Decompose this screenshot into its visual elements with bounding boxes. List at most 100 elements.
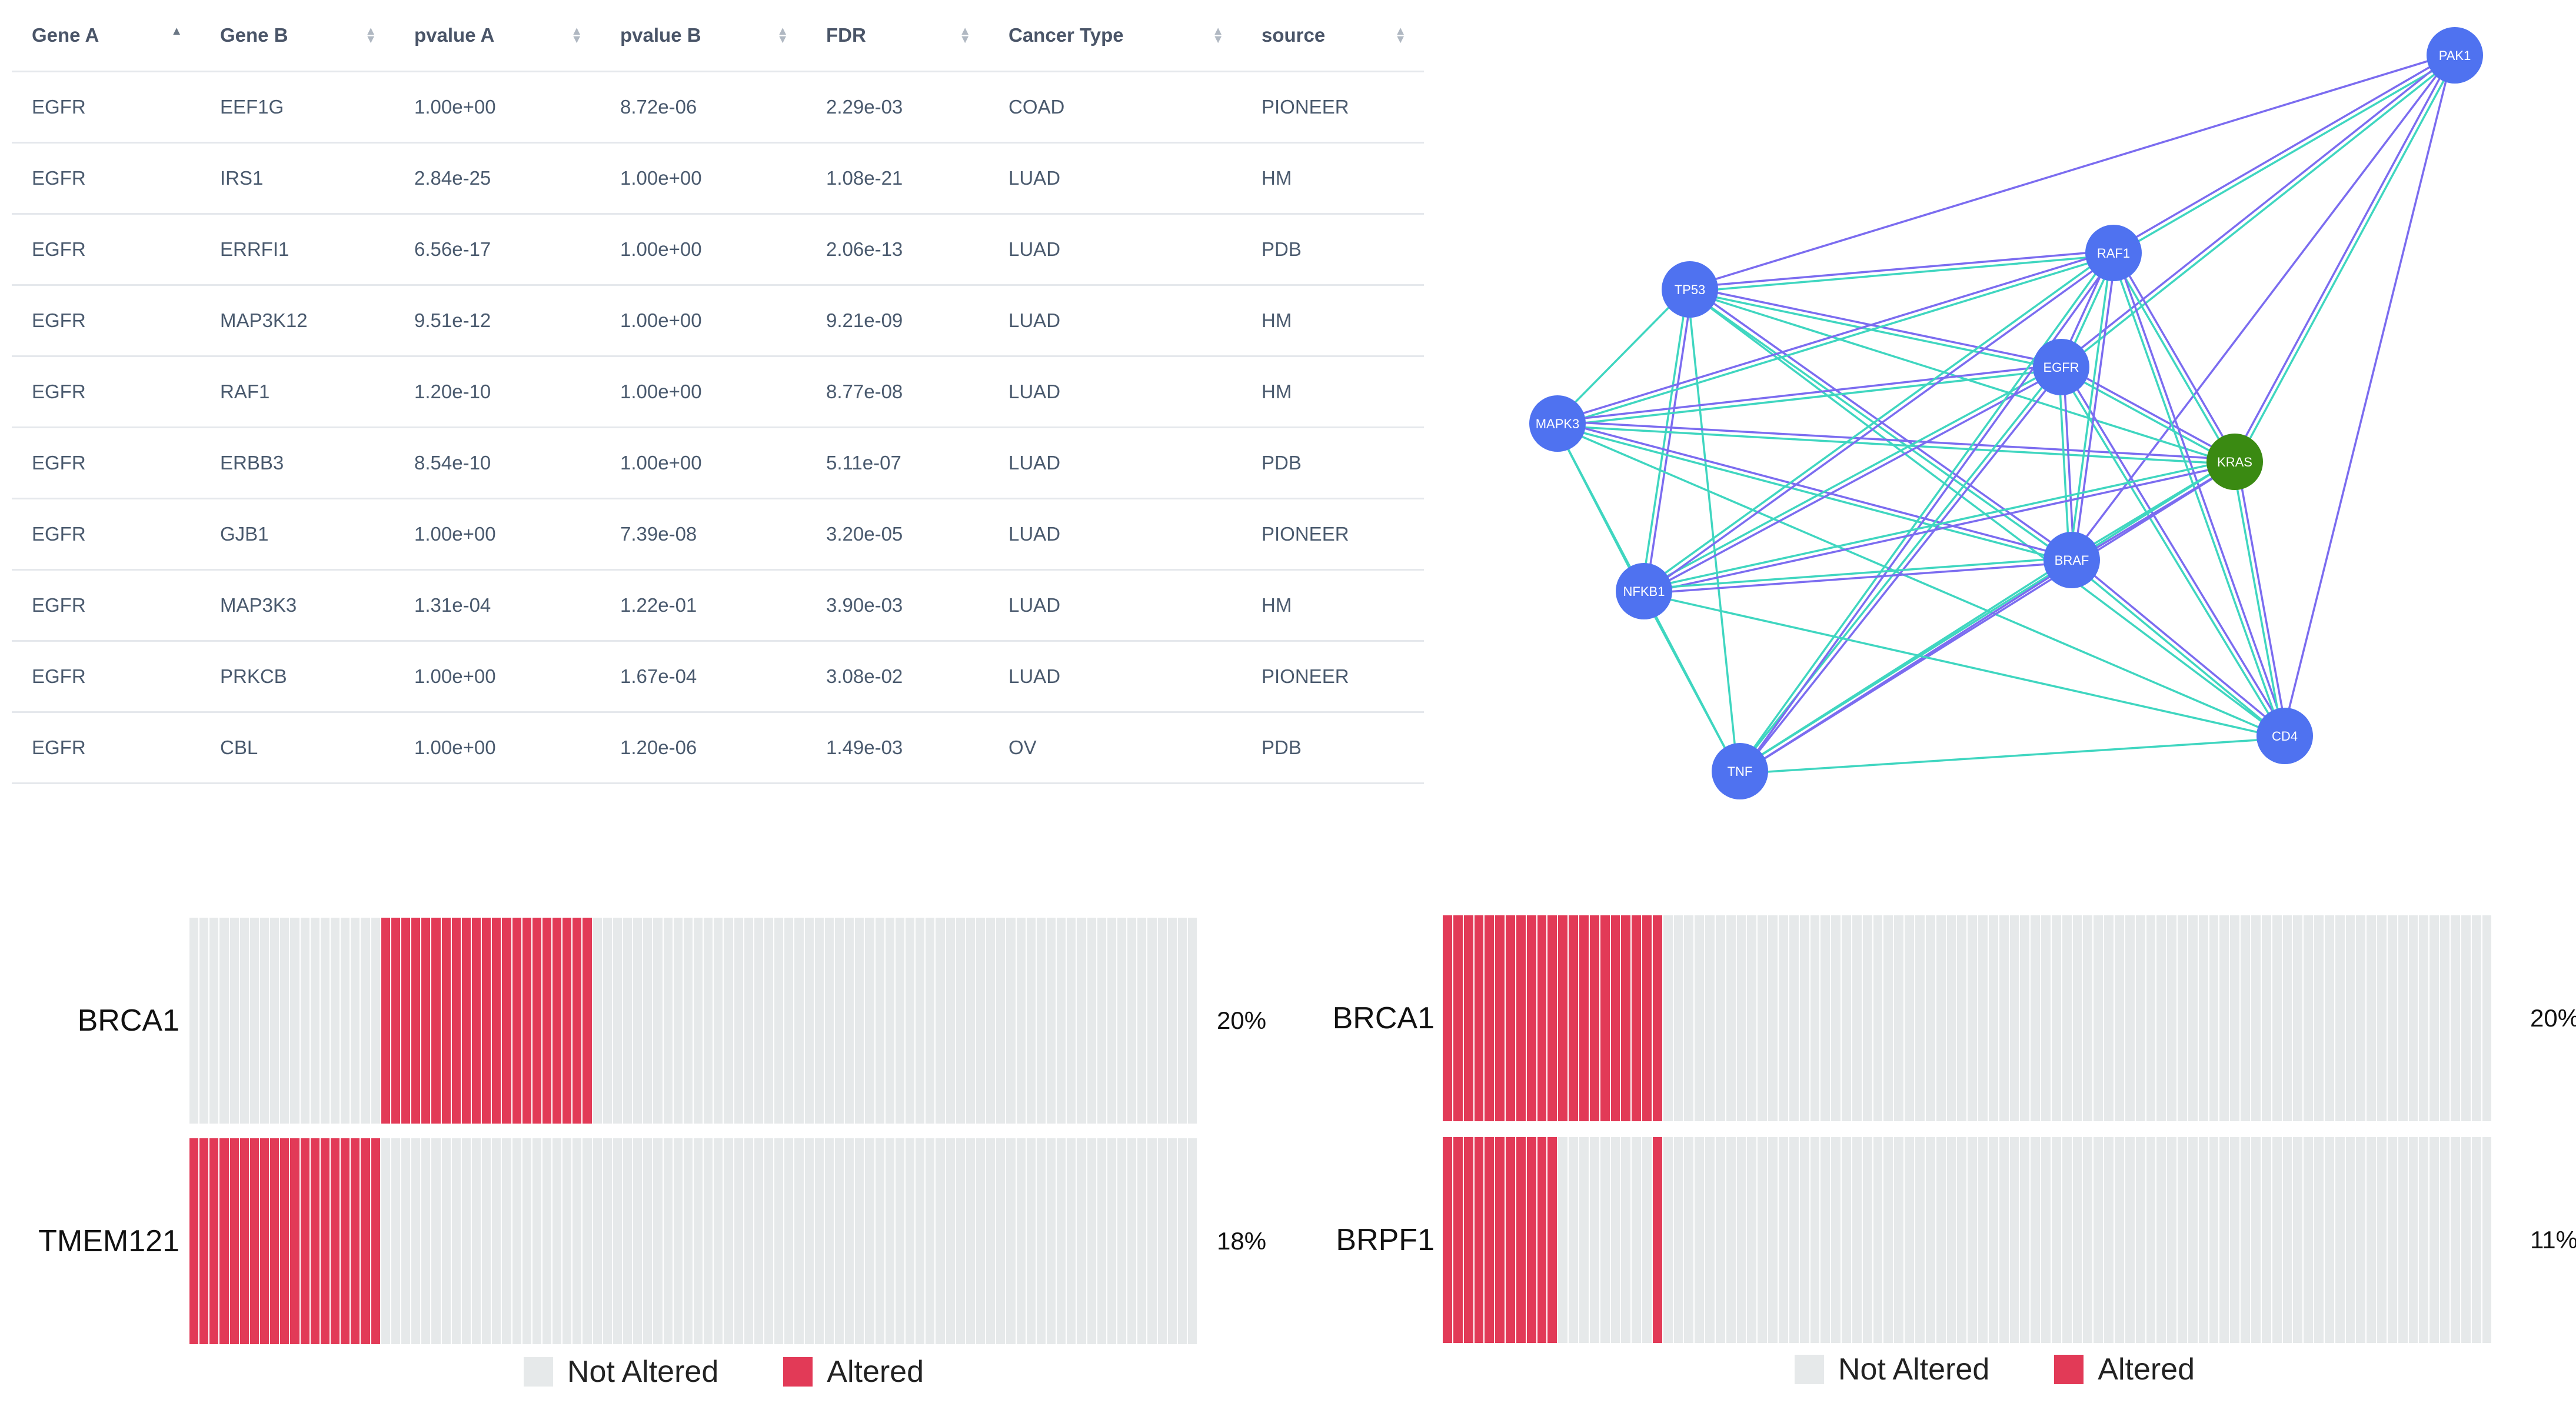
sample-cell[interactable]: [2324, 1137, 2335, 1343]
sample-cell-altered[interactable]: [371, 1138, 381, 1344]
sample-cell[interactable]: [1695, 1137, 1706, 1343]
sample-cell[interactable]: [553, 1138, 563, 1344]
sample-cell[interactable]: [1799, 1137, 1810, 1343]
table-row[interactable]: EGFR MAP3K3 1.31e-04 1.22e-01 3.90e-03 LUAD HM: [12, 569, 1424, 642]
sample-cell[interactable]: [2304, 915, 2315, 1121]
sample-cell[interactable]: [2251, 1137, 2262, 1343]
network-node-pak1[interactable]: PAK1: [2427, 27, 2483, 84]
sample-cell[interactable]: [1779, 915, 1789, 1121]
sample-cell-altered[interactable]: [1632, 915, 1643, 1121]
sample-cell-altered[interactable]: [310, 1138, 321, 1344]
sample-cell[interactable]: [1036, 1138, 1047, 1344]
sample-cell[interactable]: [2345, 1137, 2357, 1343]
sample-cell[interactable]: [2324, 915, 2335, 1121]
sample-cell-altered[interactable]: [1474, 1137, 1485, 1343]
sample-cell-altered[interactable]: [502, 918, 512, 1124]
sample-cell[interactable]: [845, 1138, 856, 1344]
sample-cell[interactable]: [593, 918, 603, 1124]
sample-cell[interactable]: [2429, 915, 2441, 1121]
sample-cell-altered[interactable]: [1453, 915, 1464, 1121]
sample-cell[interactable]: [1736, 1137, 1748, 1343]
sample-cell[interactable]: [1705, 1137, 1716, 1343]
sample-cell[interactable]: [986, 918, 997, 1124]
sample-cell-altered[interactable]: [542, 918, 553, 1124]
sample-cell-altered[interactable]: [1463, 915, 1475, 1121]
sample-cell[interactable]: [249, 918, 260, 1124]
node-circle[interactable]: [1712, 743, 1768, 799]
sort-icon[interactable]: ▲ ▼: [365, 25, 377, 46]
sample-cell-altered[interactable]: [451, 918, 462, 1124]
sample-cell-altered[interactable]: [421, 918, 432, 1124]
sample-cell[interactable]: [1157, 1138, 1168, 1344]
sample-cell-altered[interactable]: [553, 918, 563, 1124]
sample-cell-altered[interactable]: [461, 918, 472, 1124]
sample-cell[interactable]: [1726, 915, 1737, 1121]
sample-cell[interactable]: [2314, 915, 2325, 1121]
sample-cell[interactable]: [1147, 918, 1158, 1124]
sample-cell-altered[interactable]: [471, 918, 482, 1124]
sample-cell-altered[interactable]: [441, 918, 452, 1124]
sample-cell[interactable]: [583, 1138, 593, 1344]
sample-cell-altered[interactable]: [1495, 1137, 1506, 1343]
sample-cell[interactable]: [764, 1138, 775, 1344]
sample-cell[interactable]: [704, 918, 714, 1124]
sample-cell-altered[interactable]: [583, 918, 593, 1124]
sample-cell[interactable]: [2261, 915, 2272, 1121]
sample-cell[interactable]: [1747, 915, 1758, 1121]
sample-cell-altered[interactable]: [1463, 1137, 1475, 1343]
sample-cell[interactable]: [209, 918, 220, 1124]
table-row[interactable]: EGFR GJB1 1.00e+00 7.39e-08 3.20e-05 LUAD PION…: [12, 498, 1424, 571]
sample-cell[interactable]: [199, 918, 210, 1124]
node-circle[interactable]: [2427, 27, 2483, 84]
sample-cell[interactable]: [694, 1138, 704, 1344]
sample-cell[interactable]: [2188, 1137, 2199, 1343]
sample-cell[interactable]: [1999, 915, 2010, 1121]
sample-cell[interactable]: [2241, 915, 2251, 1121]
sample-cell[interactable]: [1057, 1138, 1067, 1344]
sample-cell-altered[interactable]: [290, 1138, 301, 1344]
sample-cell[interactable]: [1894, 915, 1905, 1121]
sample-cell-altered[interactable]: [270, 1138, 281, 1344]
sample-cell[interactable]: [270, 918, 281, 1124]
table-row[interactable]: EGFR CBL 1.00e+00 1.20e-06 1.49e-03 OV PDB: [12, 712, 1424, 784]
sample-cell[interactable]: [643, 1138, 654, 1344]
sample-cell[interactable]: [2167, 915, 2178, 1121]
sample-cell[interactable]: [2367, 1137, 2378, 1343]
sample-cell[interactable]: [1167, 918, 1178, 1124]
sort-icon[interactable]: ▲ ▼: [777, 25, 788, 46]
sample-cell[interactable]: [2461, 915, 2472, 1121]
sample-cell[interactable]: [824, 1138, 835, 1344]
sample-cell[interactable]: [1107, 918, 1117, 1124]
sample-cell[interactable]: [1925, 915, 1936, 1121]
sample-cell[interactable]: [1968, 1137, 1979, 1343]
sample-cell[interactable]: [1810, 915, 1821, 1121]
sample-cell[interactable]: [956, 1138, 966, 1344]
sample-cell[interactable]: [1642, 1137, 1653, 1343]
sample-cell[interactable]: [482, 1138, 492, 1344]
sample-cell[interactable]: [714, 1138, 724, 1344]
sample-cell[interactable]: [905, 918, 916, 1124]
sample-cell[interactable]: [2062, 1137, 2073, 1343]
sample-cell[interactable]: [835, 918, 846, 1124]
sample-cell[interactable]: [411, 1138, 422, 1344]
sample-cell[interactable]: [1663, 915, 1674, 1121]
sample-cell[interactable]: [784, 1138, 795, 1344]
sample-cell[interactable]: [2356, 915, 2367, 1121]
column-header[interactable]: FDR ▲ ▼: [806, 0, 989, 72]
node-circle[interactable]: [2085, 225, 2142, 281]
sample-cell[interactable]: [502, 1138, 512, 1344]
column-header[interactable]: pvalue A ▲ ▼: [394, 0, 600, 72]
sample-cell-altered[interactable]: [1495, 915, 1506, 1121]
sample-cell-altered[interactable]: [1621, 915, 1632, 1121]
sample-cell[interactable]: [1905, 1137, 1915, 1343]
sample-cell[interactable]: [522, 1138, 532, 1344]
sample-cell[interactable]: [391, 1138, 401, 1344]
sample-cell-altered[interactable]: [1589, 915, 1600, 1121]
sample-cell[interactable]: [2419, 1137, 2430, 1343]
sample-cell[interactable]: [1747, 1137, 1758, 1343]
sample-cell[interactable]: [330, 918, 341, 1124]
sample-cell[interactable]: [865, 918, 876, 1124]
sample-cell[interactable]: [2471, 1137, 2482, 1343]
sample-cell[interactable]: [310, 918, 321, 1124]
sample-cell[interactable]: [189, 918, 200, 1124]
